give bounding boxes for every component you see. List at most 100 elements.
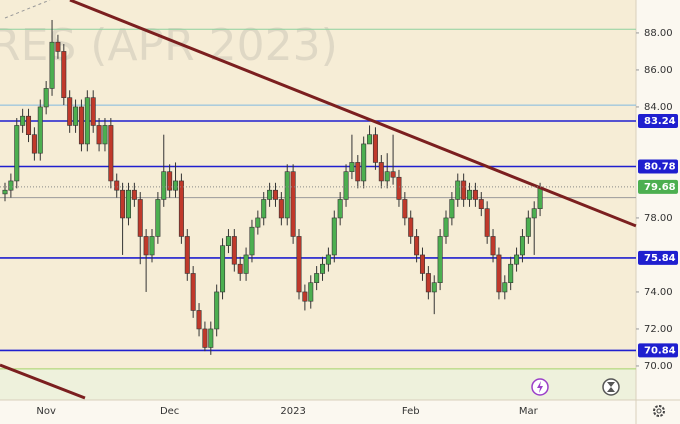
candle-body [37,106,43,154]
candle-body [437,236,443,284]
candle-body [114,180,120,191]
x-tick-label: Mar [519,406,539,417]
plot-bg-low [0,369,636,400]
candle-body [102,125,108,145]
settings-icon[interactable] [653,405,665,417]
candle-body [125,189,131,219]
candle-body [367,134,373,145]
candle-body [478,199,484,209]
candle-body [302,291,308,302]
candle-body [355,162,361,182]
candle-body [2,189,8,195]
candle-body [14,125,20,182]
candle-body [267,189,273,200]
y-tick-label: 86.00 [644,65,673,76]
candle-body [61,51,67,98]
candle-body [31,134,37,154]
candle-body [196,310,202,330]
candle-body [208,328,214,348]
candle-body [372,134,378,163]
candle-body [343,171,349,200]
candle-body [149,236,155,256]
x-tick-label: Dec [160,406,179,417]
candle-body [261,199,267,219]
candle-body [78,106,84,145]
candle-body [90,97,96,126]
level-label: 83.24 [644,116,676,127]
y-tick-label: 70.00 [644,361,673,372]
candle-body [408,217,414,237]
candle-body [108,125,114,182]
candle-body [296,236,302,293]
candle-body [143,236,149,256]
y-tick-label: 78.00 [644,213,673,224]
level-tag [638,343,678,358]
candle-body [161,171,167,200]
candle-body [173,180,179,191]
trend-line [0,363,86,400]
candle-body [425,273,431,293]
candle-body [378,162,384,182]
candle-body [508,263,514,284]
level-label: 70.84 [644,345,676,356]
candle-body [443,217,449,237]
x-tick-label: Feb [402,406,420,417]
candle-body [84,97,90,145]
replay-icon[interactable] [602,378,620,396]
candle-body [414,236,420,256]
candle-body [167,171,173,191]
icons [531,378,665,417]
candle-body [137,199,143,237]
x-tick-label: Nov [36,406,56,417]
candle-body [237,263,243,274]
candle-body [55,41,61,52]
candle-body [190,273,196,311]
candle-body [67,97,73,126]
candle-body [225,236,231,246]
candle-body [26,115,32,135]
candle-body [490,236,496,256]
candle-body [514,254,520,265]
candle-body [314,273,320,284]
trend-line [69,0,637,228]
candle-body [214,291,220,330]
candle-body [320,263,326,274]
last-price-label: 79.68 [644,182,676,193]
candle-body [131,189,137,200]
candle-body [49,41,55,89]
candle-body [331,217,337,256]
alert-glyph [537,381,543,393]
x-tick-label: 2023 [280,406,305,417]
candle-body [243,254,249,274]
candle-body [496,254,502,293]
candle-body [155,199,161,237]
candle-body [73,106,79,126]
candle-body [396,176,402,200]
x-axis-bg [0,400,636,424]
level-tag [638,113,678,128]
candle-body [390,171,396,178]
level-tag [638,250,678,265]
candle-body [419,254,425,274]
candle-body [249,226,255,256]
candle-body [349,162,355,172]
candle-body [272,189,278,200]
y-tick-label: 74.00 [644,287,673,298]
candle-body [325,254,331,265]
candle-body [202,328,208,348]
candle-body [290,171,296,237]
candle-body [519,236,525,256]
level-label: 75.84 [644,253,676,264]
settings-glyph [656,408,662,414]
candle-body [402,199,408,219]
candle-body [278,199,284,219]
y-tick-label: 88.00 [644,28,673,39]
candle-body [337,199,343,219]
candle-body [531,208,537,219]
candle-body [537,186,543,209]
candle-body [184,236,190,274]
candle-body [431,282,437,293]
candle-body [284,171,290,219]
dashed-line [4,0,51,19]
